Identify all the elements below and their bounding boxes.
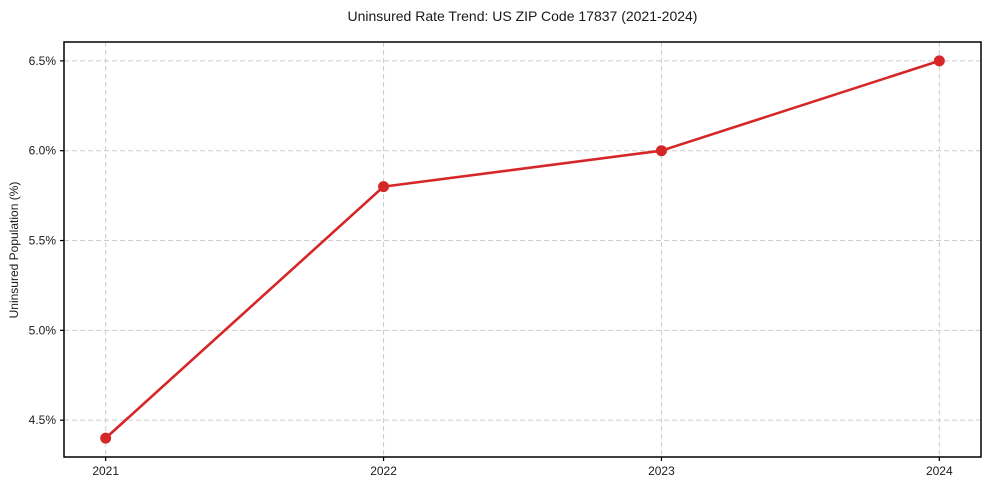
- chart-title: Uninsured Rate Trend: US ZIP Code 17837 …: [347, 8, 698, 24]
- data-point-marker: [100, 432, 112, 444]
- y-tick-label: 4.5%: [29, 413, 57, 427]
- data-point-marker: [655, 145, 667, 157]
- y-tick-label: 6.0%: [29, 144, 57, 158]
- y-tick-label: 5.5%: [29, 234, 57, 248]
- y-tick-label: 5.0%: [29, 323, 57, 337]
- x-tick-label: 2024: [926, 464, 953, 478]
- data-point-marker: [378, 181, 390, 193]
- x-tick-label: 2022: [370, 464, 397, 478]
- y-tick-label: 6.5%: [29, 54, 57, 68]
- data-point-marker: [933, 55, 945, 67]
- x-tick-label: 2021: [92, 464, 119, 478]
- plot-frame: [63, 41, 982, 458]
- trend-line: [104, 59, 941, 440]
- x-tick-label: 2023: [648, 464, 675, 478]
